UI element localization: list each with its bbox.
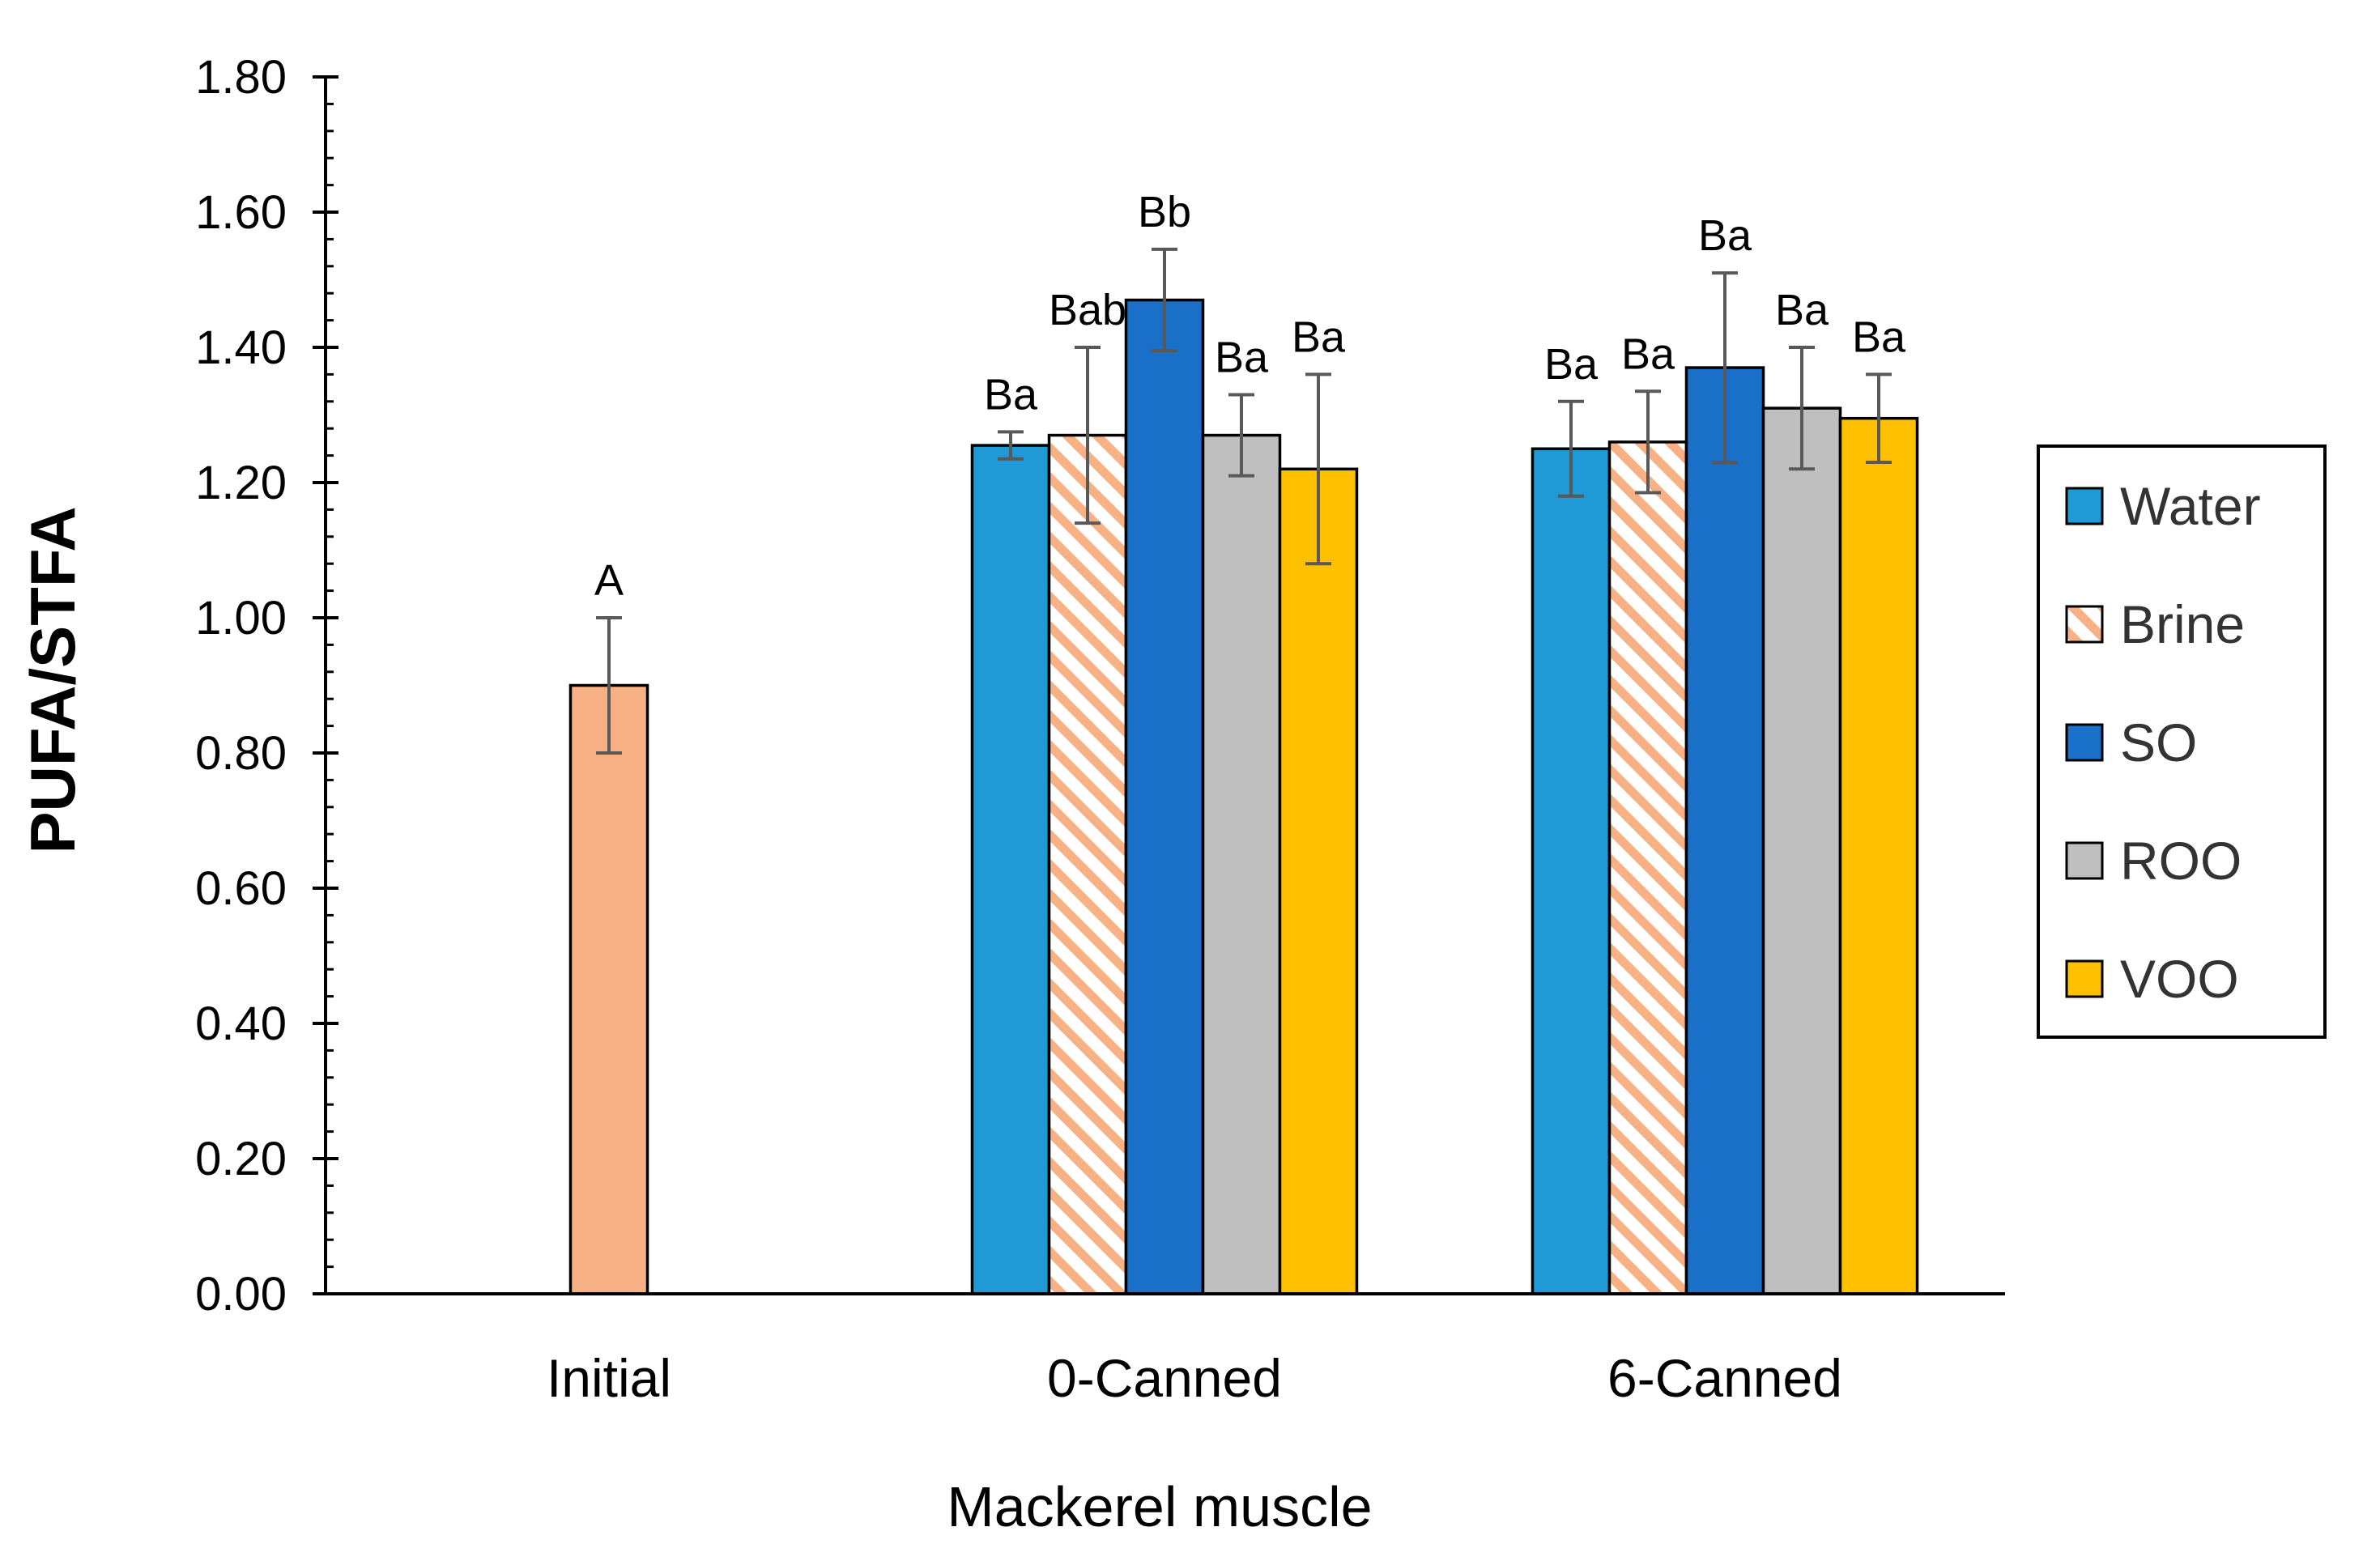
significance-label: Ba bbox=[1621, 330, 1675, 378]
error-bars-layer bbox=[596, 247, 1892, 755]
legend-label: ROO bbox=[2120, 831, 2242, 891]
bar bbox=[1684, 366, 1765, 1295]
significance-label: Ba bbox=[1698, 211, 1752, 260]
bar bbox=[1531, 447, 1612, 1295]
bar bbox=[1124, 298, 1205, 1295]
bar bbox=[970, 444, 1051, 1295]
significance-label: Bb bbox=[1138, 188, 1191, 236]
legend-items: Water Brine SO ROO VOO bbox=[2065, 476, 2261, 1009]
bar bbox=[1278, 467, 1359, 1295]
significance-label: Ba bbox=[1292, 313, 1346, 361]
significance-label: Ba bbox=[1852, 313, 1906, 361]
x-category-label: 0-Canned bbox=[1047, 1348, 1282, 1408]
y-tick-label: 1.00 bbox=[195, 592, 287, 644]
bar bbox=[1047, 433, 1128, 1295]
legend-label: Brine bbox=[2120, 594, 2245, 654]
significance-label: Ba bbox=[984, 370, 1038, 419]
bar bbox=[1201, 433, 1282, 1295]
legend-swatch bbox=[2065, 723, 2104, 762]
y-tick-label: 1.20 bbox=[195, 457, 287, 509]
legend-swatch bbox=[2065, 841, 2104, 880]
bar bbox=[1838, 416, 1919, 1295]
significance-label: Ba bbox=[1215, 333, 1269, 381]
legend-label: Water bbox=[2120, 476, 2261, 536]
y-tick-label: 1.60 bbox=[195, 186, 287, 239]
x-category-label: 6-Canned bbox=[1607, 1348, 1842, 1408]
y-ticks-layer: 0.00 0.20 0.40 0.60 0.80 1.00 1.20 1.40 1.60 1.80 bbox=[195, 51, 338, 1321]
legend-swatch bbox=[2065, 959, 2104, 998]
x-category-label: Initial bbox=[547, 1348, 671, 1408]
legend-label: VOO bbox=[2120, 949, 2239, 1009]
y-tick-label: 0.00 bbox=[195, 1268, 287, 1321]
bar bbox=[1607, 440, 1688, 1295]
significance-label: Ba bbox=[1544, 340, 1599, 389]
bar bbox=[1761, 406, 1842, 1295]
x-axis-title: Mackerel muscle bbox=[947, 1475, 1372, 1538]
bar bbox=[568, 683, 649, 1295]
legend-label: SO bbox=[2120, 712, 2197, 772]
legend-swatch bbox=[2065, 605, 2104, 644]
y-tick-label: 0.20 bbox=[195, 1133, 287, 1185]
significance-label: Bab bbox=[1049, 286, 1126, 334]
y-tick-label: 1.40 bbox=[195, 321, 287, 374]
y-axis-title: PUFA/STFA bbox=[17, 506, 88, 853]
axes-layer bbox=[324, 77, 2005, 1295]
y-tick-label: 0.60 bbox=[195, 862, 287, 915]
legend-swatch bbox=[2065, 487, 2104, 525]
y-tick-label: 1.80 bbox=[195, 51, 287, 104]
significance-label: Ba bbox=[1775, 286, 1829, 334]
y-tick-label: 0.80 bbox=[195, 727, 287, 780]
bars-layer bbox=[568, 298, 1919, 1295]
legend: Water Brine SO ROO VOO bbox=[2037, 444, 2327, 1039]
significance-label: A bbox=[594, 556, 624, 605]
y-tick-label: 0.40 bbox=[195, 997, 287, 1050]
